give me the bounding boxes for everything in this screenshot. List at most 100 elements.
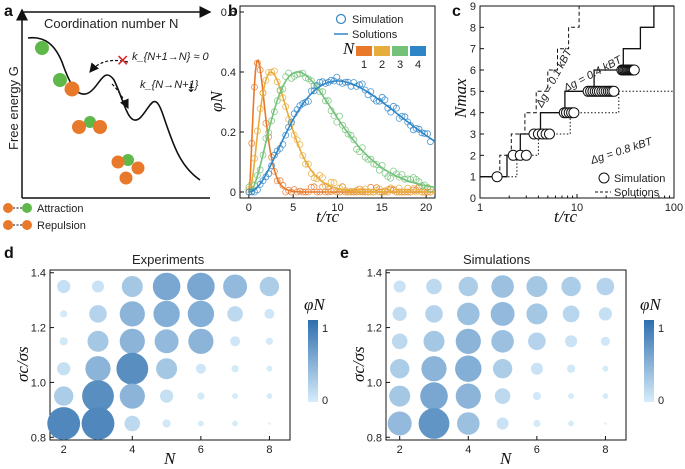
bubble-d-point <box>156 358 178 380</box>
series-2-sim-point <box>251 154 258 162</box>
plot-c-ytick-label: 4 <box>470 108 476 120</box>
series-2-sim-point <box>296 141 304 148</box>
bubble-d-point <box>187 272 215 301</box>
cluster-4-orange-a <box>111 155 125 169</box>
series-4-sim-point <box>367 88 375 95</box>
bubble-d-point <box>160 389 174 403</box>
series-1-sim-point <box>310 183 318 191</box>
simulation-point <box>491 171 503 183</box>
plot-c-ytick-label: 9 <box>470 1 476 13</box>
bubble-d-point <box>232 393 239 399</box>
plot-b-xlabel: t/τc <box>316 207 340 226</box>
legend-simulation-marker <box>335 13 347 25</box>
series-4-sim-point <box>265 170 273 178</box>
series-1-sim-point <box>253 59 261 67</box>
bubble-e-point <box>389 385 411 407</box>
colorbar-e-min: 0 <box>658 395 664 407</box>
bubble-e-point <box>604 422 607 425</box>
series-4-sim-point <box>426 138 434 146</box>
series-2-sim-point <box>302 160 310 168</box>
plot-c-ytick-label: 0 <box>470 193 476 205</box>
bubble-d-point <box>266 365 273 372</box>
bubble-d-point <box>266 393 273 399</box>
cluster-3-green <box>84 116 96 128</box>
plot-c-ytick-label: 1 <box>470 172 476 184</box>
bubble-d-point <box>54 386 74 406</box>
bubble-d-point <box>152 272 181 301</box>
bubble-e-point <box>602 393 609 399</box>
colorbar-e-label: φN <box>640 295 662 314</box>
bubble-e-point <box>418 408 450 439</box>
series-4-sim-point <box>401 113 409 121</box>
series-2-sim-point <box>282 103 290 110</box>
series-4-sim-point <box>304 98 312 105</box>
cluster-1-green <box>35 41 49 55</box>
bubble-e-point <box>526 303 548 325</box>
series-4-sim-point <box>381 96 389 104</box>
bubble-d-point <box>116 352 149 385</box>
bubble-d-point <box>197 392 205 400</box>
series-1-sim-point <box>302 188 310 196</box>
plot-b-xtick-label: 10 <box>331 202 343 214</box>
energy-landscape-curve <box>27 36 201 181</box>
bubble-d-point <box>232 420 239 427</box>
panel-label-c: c <box>452 3 461 20</box>
legend-key-4: 4 <box>415 59 421 71</box>
bubble-e-point <box>393 280 406 293</box>
colorbar-d-label: φN <box>304 295 326 314</box>
bubble-d-point <box>124 415 141 432</box>
bubble-d-point <box>59 337 68 346</box>
blocked-cross-icon: ✕ <box>116 51 129 70</box>
bubble-d-point <box>264 308 275 319</box>
legend-attraction-green <box>22 203 32 213</box>
series-1-sim-point <box>319 183 327 191</box>
plot-b-ytick-label: 0.2 <box>221 127 236 139</box>
series-4-sim-point <box>310 87 318 95</box>
bubble-d-ytick-label: 0.8 <box>31 432 46 444</box>
series-1-sim-point <box>313 188 321 196</box>
bubble-d-point <box>154 329 179 354</box>
series-1-sim-point <box>273 177 281 185</box>
series-2-sim-point <box>253 127 261 135</box>
legend-swatch-3 <box>392 46 408 56</box>
series-2-sim-point <box>262 77 270 84</box>
panel-label-d: d <box>4 245 14 262</box>
series-2-sim-point <box>290 131 298 139</box>
panel-a: a Coordination number N Free energy G ✕ … <box>3 3 212 232</box>
simulation-point <box>520 149 532 161</box>
bubble-e-ytick-label: 1.2 <box>367 323 382 335</box>
series-2-sim-point <box>327 178 335 186</box>
plot-d-title: Experiments <box>132 252 205 267</box>
bubble-d-point <box>198 420 204 427</box>
plot-b-xtick-label: 15 <box>376 202 388 214</box>
bubble-d-xtick-label: 4 <box>129 444 135 456</box>
series-4-sim-point <box>387 108 395 116</box>
colorbar-e-max: 1 <box>658 323 664 335</box>
bubble-d-point <box>188 328 214 354</box>
plot-c-ylabel: Nmax <box>451 78 470 119</box>
annotation-dg-08: Δg = 0.8 kBT <box>588 135 655 167</box>
legend-solutions-label: Solutions <box>352 29 398 41</box>
plot-e-xlabel: N <box>499 449 513 468</box>
bubble-d-point <box>162 419 171 428</box>
series-2-sim-point <box>259 89 267 97</box>
series-4-sim-point <box>341 78 349 86</box>
series-4-sim-point <box>421 130 429 137</box>
bubble-e-point <box>458 276 478 297</box>
series-2-sim-point <box>398 188 406 196</box>
bubble-e-point <box>457 412 480 435</box>
plot-e-ylabel: σc/σs <box>349 346 368 382</box>
bubble-e-point <box>491 275 514 298</box>
simulation-point <box>544 128 555 140</box>
series-3-sim-point <box>268 117 276 125</box>
bubble-d-xtick-label: 2 <box>61 444 67 456</box>
series-2-sim-point <box>378 188 386 196</box>
cluster-group <box>35 41 145 185</box>
series-2-sim-point <box>304 160 312 168</box>
bubble-d-point <box>119 328 145 354</box>
panel-d: d Experiments σc/σs N 2 4 6 8 0.8 1.0 1.2 1.4 φ… <box>4 245 328 468</box>
series-3-sim-point <box>375 166 383 174</box>
bubble-d-xtick-label: 6 <box>198 444 204 456</box>
bubble-e-point <box>494 388 511 404</box>
